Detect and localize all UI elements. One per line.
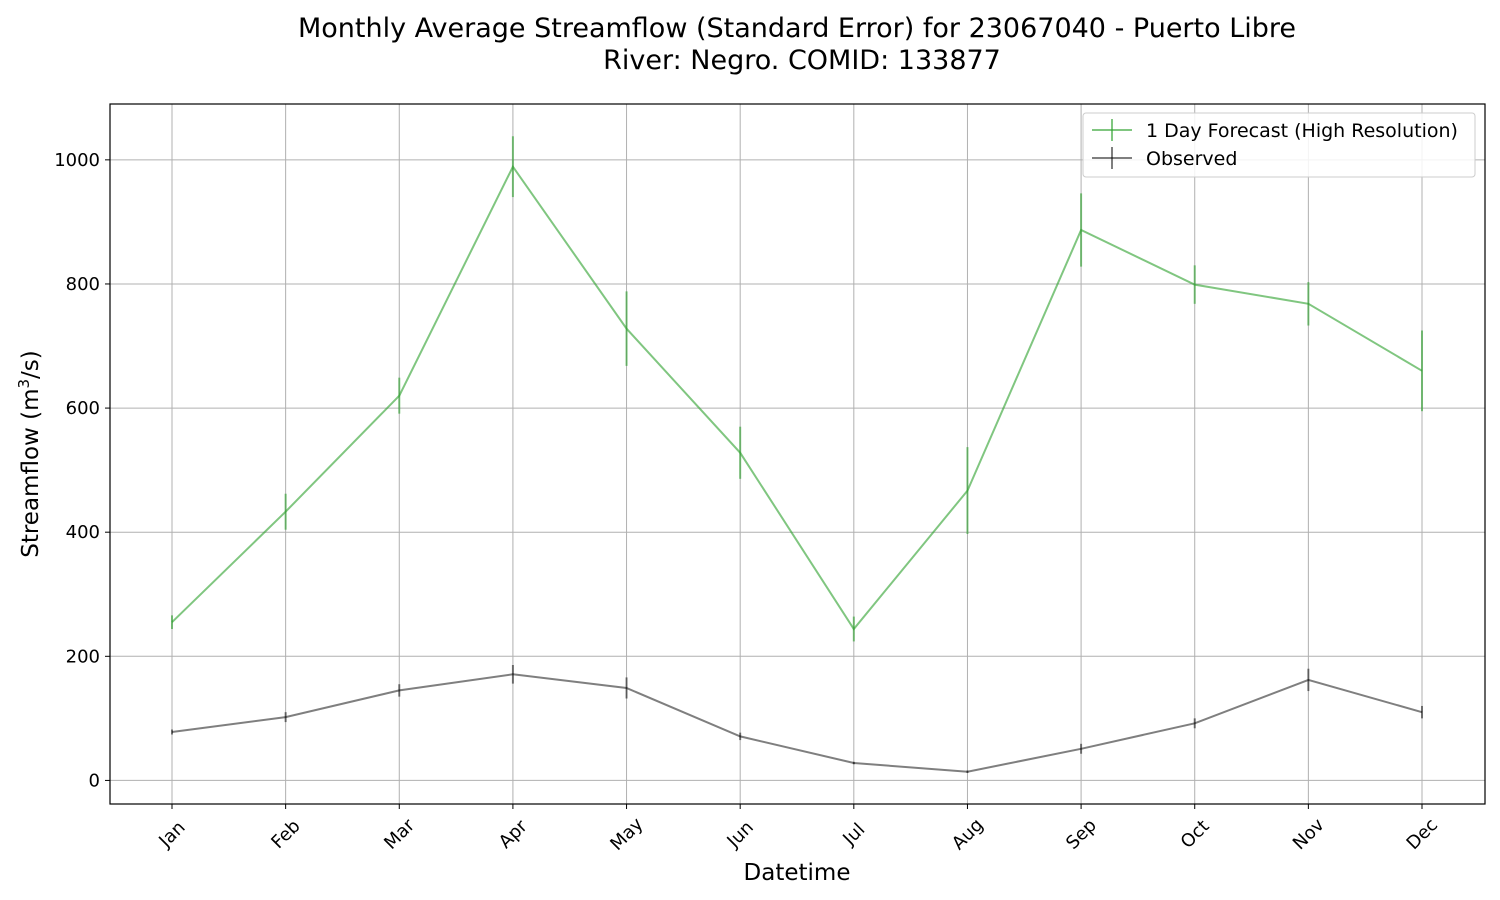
series-forecast-line bbox=[171, 164, 1423, 631]
chart-title-line-2: River: Negro. COMID: 133877 bbox=[603, 45, 1001, 76]
legend-forecast-label: 1 Day Forecast (High Resolution) bbox=[1146, 120, 1458, 142]
series-observed bbox=[171, 664, 1423, 773]
x-tick-label: Jun bbox=[722, 817, 757, 852]
y-tick-label: 200 bbox=[66, 646, 100, 667]
x-tick-label: Oct bbox=[1177, 816, 1214, 853]
x-tick-label: Aug bbox=[948, 814, 988, 854]
y-tick-label: 0 bbox=[89, 770, 100, 791]
x-tick-label: Sep bbox=[1062, 815, 1101, 854]
x-axis-label: Datetime bbox=[744, 860, 851, 886]
legend-box bbox=[1082, 112, 1476, 178]
x-tick-label: Jan bbox=[154, 817, 189, 852]
series-forecast bbox=[171, 136, 1423, 642]
y-tick-label: 400 bbox=[66, 522, 100, 543]
y-tick-label: 800 bbox=[66, 274, 100, 295]
x-tick-label: Apr bbox=[495, 815, 532, 852]
y-axis-label-end: /s) bbox=[18, 350, 44, 379]
series-observed-line bbox=[171, 673, 1423, 773]
y-axis-label-superscript: 3 bbox=[15, 379, 33, 389]
y-tick-label: 600 bbox=[66, 398, 100, 419]
y-tick-label: 1000 bbox=[54, 150, 100, 171]
chart-title-line-1: Monthly Average Streamflow (Standard Err… bbox=[298, 13, 1296, 44]
x-tick-label: Dec bbox=[1403, 815, 1442, 854]
x-ticks: Jan Feb Mar Apr May Jun Jul Aug Sep Oct Nov Dec bbox=[154, 804, 1442, 855]
legend: 1 Day Forecast (High Resolution) Observe… bbox=[1082, 112, 1476, 178]
x-tick-label: Nov bbox=[1289, 814, 1329, 854]
y-axis-label: Streamflow (m3/s) bbox=[15, 350, 44, 558]
x-tick-label: Jul bbox=[838, 819, 869, 850]
x-tick-label: May bbox=[606, 814, 647, 855]
grid bbox=[110, 104, 1485, 804]
plot-frame bbox=[109, 103, 1486, 805]
y-ticks: 0 200 400 600 800 1000 bbox=[54, 150, 110, 791]
series-layer bbox=[171, 136, 1423, 773]
legend-observed-label: Observed bbox=[1146, 148, 1237, 170]
x-tick-label: Feb bbox=[267, 816, 304, 853]
x-tick-label: Mar bbox=[380, 815, 419, 854]
y-axis-label-main: Streamflow (m bbox=[18, 388, 44, 557]
